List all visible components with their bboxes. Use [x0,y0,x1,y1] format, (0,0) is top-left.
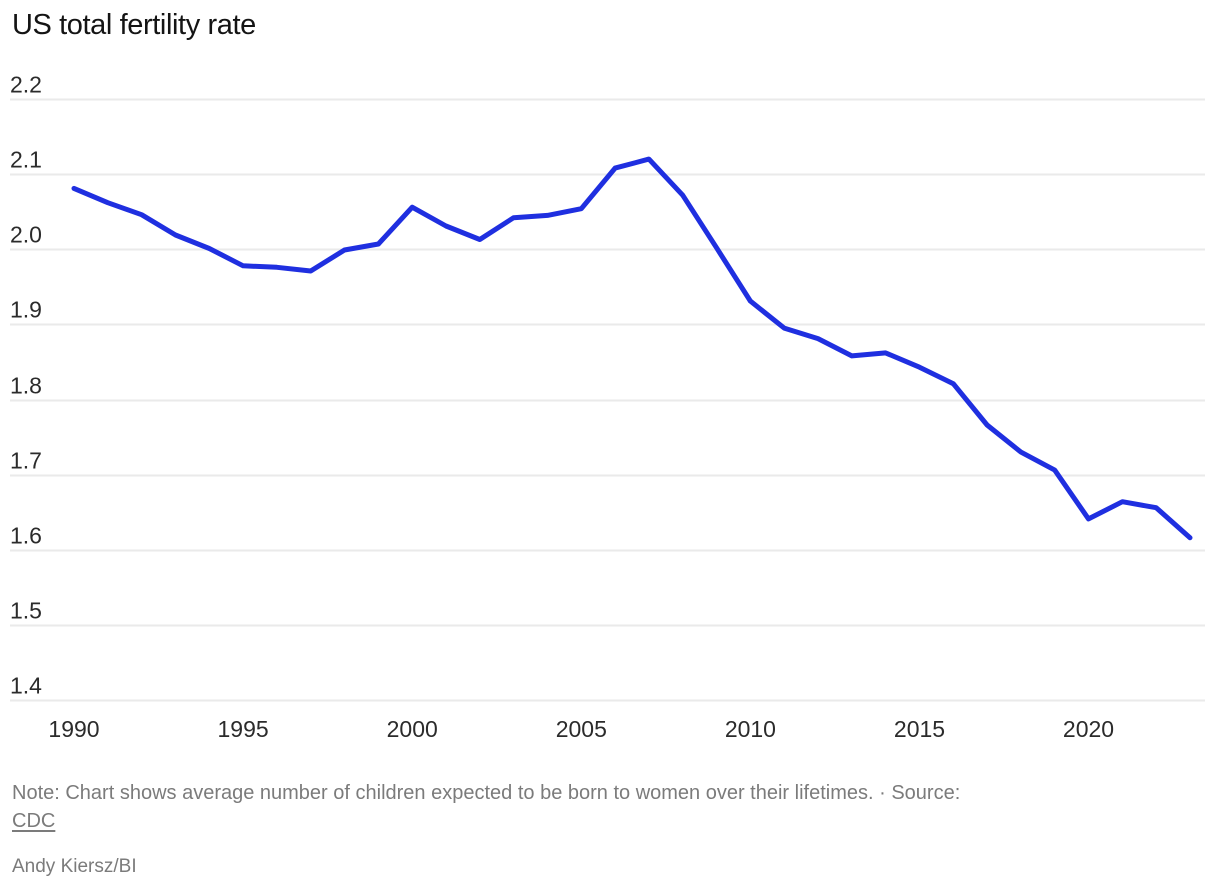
fertility-trend-line [71,156,1193,541]
y-axis-tick-label: 2.1 [10,147,42,173]
chart-note: Note: Chart shows average number of chil… [12,779,1182,835]
y-axis-tick-label: 1.6 [10,523,42,549]
y-axis-tick-label: 1.9 [10,297,42,323]
y-axis-tick-label: 1.7 [10,448,42,474]
y-axis-tick-label: 1.8 [10,373,42,399]
x-axis-tick-label: 2010 [725,716,776,742]
x-axis-tick-label: 1995 [218,716,269,742]
y-axis-tick-label: 2.2 [10,72,42,98]
y-axis-tick-label: 1.4 [10,673,42,699]
x-axis-tick-label: 1990 [48,716,99,742]
x-axis-tick-label: 2020 [1063,716,1114,742]
chart-title: US total fertility rate [12,9,256,41]
x-axis-tick-label: 2000 [387,716,438,742]
y-axis-tick-label: 2.0 [10,222,42,248]
chart-credit: Andy Kiersz/BI [12,856,137,877]
x-axis-tick-label: 2005 [556,716,607,742]
y-axis-tick-label: 1.5 [10,598,42,624]
note-text: Note: Chart shows average number of chil… [12,782,961,804]
source-link-cdc[interactable]: CDC [12,810,56,832]
x-axis-tick-label: 2015 [894,716,945,742]
